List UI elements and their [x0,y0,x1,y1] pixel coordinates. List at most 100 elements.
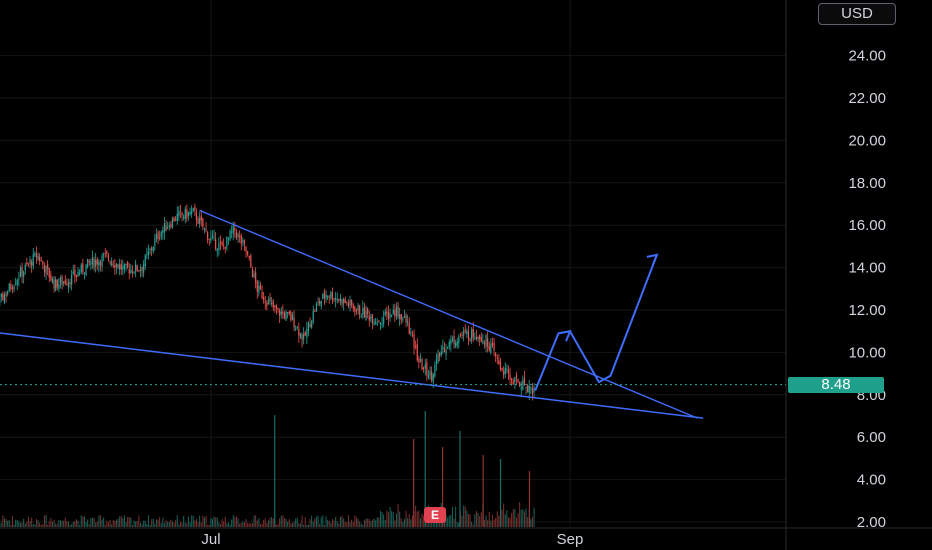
candle-body [221,242,223,246]
candle-body [0,293,2,298]
candle-body [138,270,140,272]
volume-bar [461,515,463,527]
candle-body [527,385,529,393]
volume-bar [32,524,34,527]
volume-bar [469,514,471,527]
candle-body [359,305,361,315]
volume-bar [218,522,220,527]
candle-body [357,305,359,311]
volume-bar [18,521,20,527]
candle-body [427,375,430,378]
volume-bar [251,523,253,527]
volume-bar [447,517,449,527]
volume-bar [96,521,98,527]
currency-selector[interactable]: USD [818,3,896,25]
volume-bar [355,517,357,527]
candle-body [475,336,478,339]
volume-bar [58,519,60,527]
volume-bar [67,521,69,527]
candle-body [176,213,178,222]
candle-body [383,317,385,324]
volume-bar [309,519,311,527]
volume-bar [205,515,207,527]
volume-bar [295,518,297,527]
volume-bar [144,520,146,527]
candle-body [349,300,351,306]
candle-body [405,315,407,323]
candle-body [467,331,470,340]
volume-bar [344,522,346,527]
volume-bar [498,515,500,527]
volume-bar [128,516,130,527]
candle-body [99,262,102,266]
candle-body [335,297,337,301]
chart-drawings [0,209,786,419]
volume-bar [368,519,370,527]
candle-body [135,263,137,272]
volume-bar [266,523,268,527]
candle-body [72,271,74,274]
volume-bar [330,523,332,527]
volume-bar [183,515,185,527]
candle-body [106,251,108,254]
candle-body [509,374,511,379]
candle-body [39,257,41,262]
candle-body [167,227,169,229]
volume-bar [311,515,313,527]
volume-bar [59,520,61,527]
candle-body [264,301,266,303]
candle-body [397,305,399,317]
candle-body [3,294,6,303]
candle-body [93,258,95,268]
volume-bar [296,517,298,527]
volume-bar [418,510,420,527]
candle-body [373,322,375,325]
volume-bar [320,517,322,527]
volume-bar [235,516,237,527]
candle-body [488,346,490,351]
volume-bar [130,517,132,527]
candle-body [418,358,420,363]
volume-bar [75,519,77,527]
candle-body [248,255,250,259]
volume-bar [317,515,319,527]
candle-body [531,387,534,394]
candle-body [477,336,479,340]
candle-body [11,287,14,290]
candle-body [525,386,527,388]
volume-bar [162,517,164,527]
volume-bar [480,512,482,527]
candle-body [82,263,84,272]
volume-bar [376,517,378,527]
volume-bar [202,515,204,527]
volume-bar [104,524,106,527]
volume-bar [154,523,156,527]
candle-body [443,348,446,353]
earnings-icon[interactable]: E [424,507,446,523]
volume-bar [64,517,66,527]
volume-bar [63,520,65,527]
volume-bar [421,513,423,527]
arrow-head [559,329,572,342]
volume-bar [149,524,151,527]
volume-bar [517,513,519,527]
candle-body [71,275,73,285]
volume-bar [501,509,503,527]
volume-bar [184,522,186,527]
candle-body [447,347,449,349]
volume-bar [314,518,316,527]
candle-body [69,282,71,285]
candle-body [88,261,90,263]
volume-bar [34,524,36,527]
volume-bar [80,515,82,527]
volume-bar [87,519,89,527]
candle-body [312,310,314,323]
volume-bar [31,517,33,527]
volume-bar [155,519,157,527]
candle-body [239,236,241,238]
candle-body [98,261,100,266]
candle-body [157,232,159,239]
volume-bar [386,510,388,527]
candle-body [245,247,247,252]
